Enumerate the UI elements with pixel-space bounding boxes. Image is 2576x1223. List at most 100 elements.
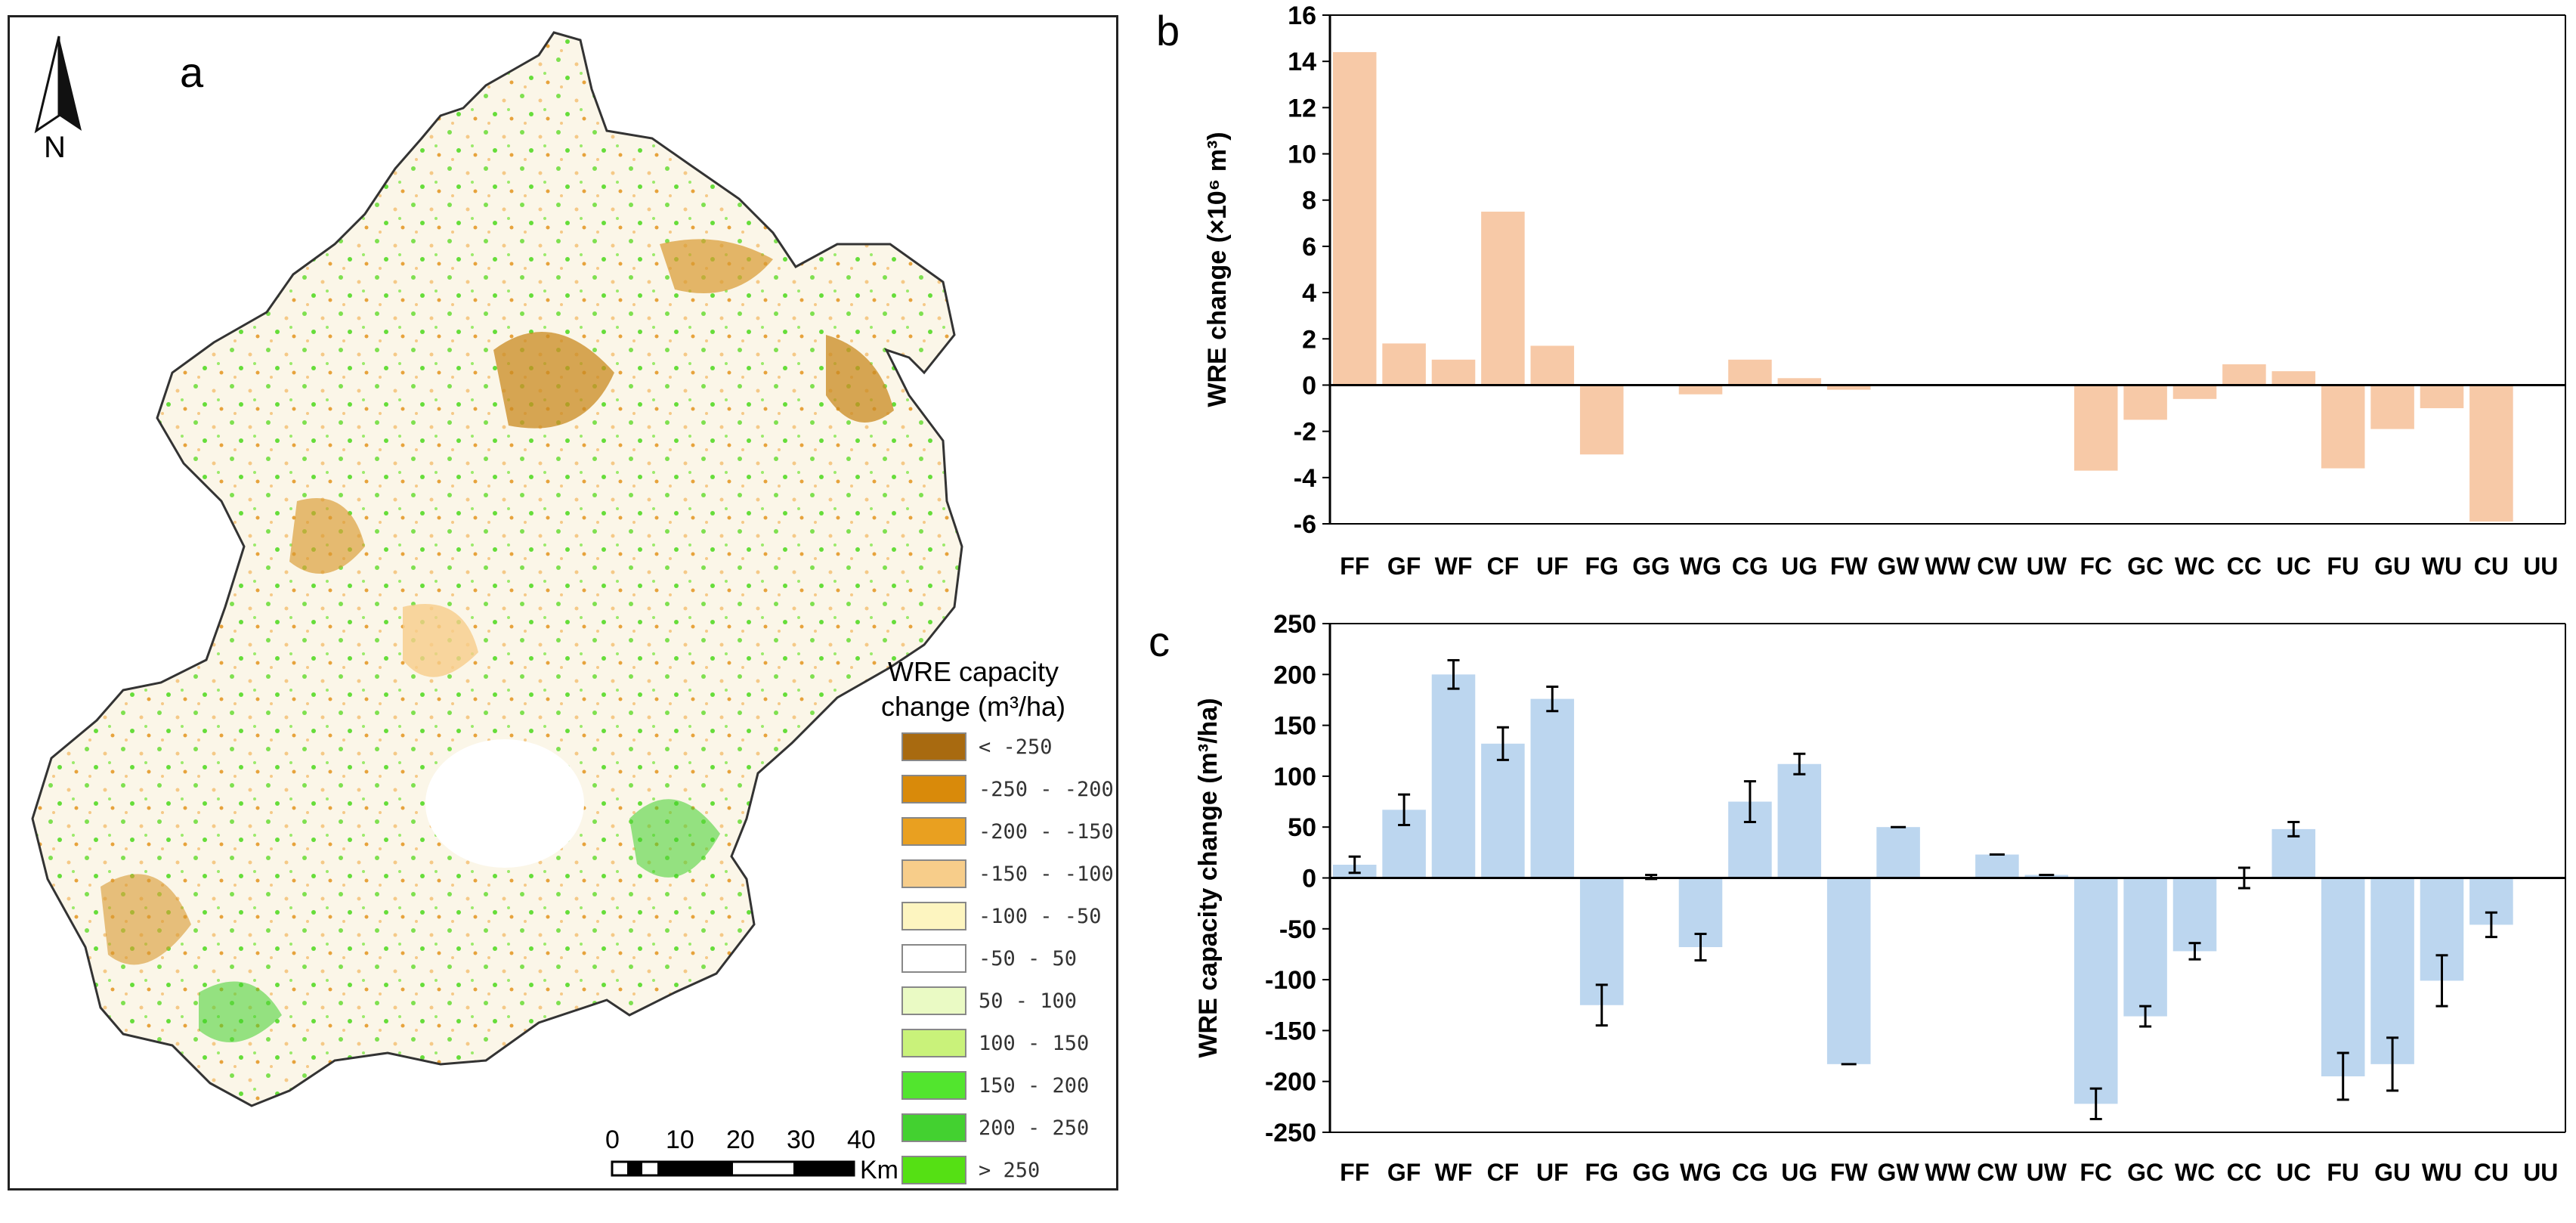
x-tick-label: WF	[1435, 553, 1473, 580]
legend-row: -100 - -50	[901, 901, 1102, 931]
x-tick-label: GW	[1878, 1159, 1920, 1186]
x-tick-label: UC	[2276, 1159, 2311, 1186]
legend-label: -250 - -200	[979, 777, 1114, 801]
bar-WC	[2172, 878, 2217, 952]
y-tick-label: 14	[1288, 48, 1316, 76]
legend-label: > 250	[979, 1158, 1041, 1182]
x-tick-label: GU	[2374, 1159, 2411, 1186]
y-tick-label: -50	[1279, 915, 1316, 944]
bar-GU	[2370, 878, 2414, 1064]
legend-label: 200 - 250	[979, 1116, 1090, 1140]
y-tick-label: -100	[1265, 966, 1316, 995]
legend-label: 50 - 100	[979, 989, 1078, 1013]
x-tick-label: CU	[2474, 1159, 2509, 1186]
map-region	[31, 31, 963, 1107]
bar-WG	[1678, 385, 1723, 395]
x-tick-label: WU	[2422, 553, 2462, 580]
y-tick-label: -150	[1265, 1017, 1316, 1045]
legend-swatch	[901, 1071, 966, 1100]
x-tick-label: WG	[1680, 553, 1721, 580]
legend-row: > 250	[901, 1155, 1040, 1185]
x-tick-label: CG	[1732, 1159, 1768, 1186]
bar-UW	[2024, 875, 2069, 878]
bar-WF	[1431, 359, 1476, 385]
legend-swatch	[901, 1113, 966, 1142]
x-tick-label: CW	[1977, 1159, 2018, 1186]
y-tick-label: 12	[1288, 94, 1316, 122]
chart-b: b -6 -4 -2 0 2 4 6 8 10 12 14 16 FF GF WF CF UF FG GG WG CG UG…	[1156, 2, 2566, 580]
bar-CF	[1481, 743, 1525, 878]
legend-row: 100 - 150	[901, 1028, 1089, 1058]
bar-UF	[1530, 698, 1575, 878]
x-tick-label: FU	[2327, 553, 2359, 580]
legend-swatch	[901, 902, 966, 930]
legend-label: 100 - 150	[979, 1031, 1090, 1055]
y-tick-label: -200	[1265, 1068, 1316, 1097]
x-tick-label: FW	[1830, 1159, 1869, 1186]
x-tick-label: UU	[2523, 1159, 2558, 1186]
bar-WF	[1431, 674, 1476, 878]
x-tick-label: WW	[1925, 1159, 1971, 1186]
y-tick-label: 0	[1302, 371, 1316, 400]
x-tick-label: CC	[2227, 553, 2262, 580]
bar-GC	[2123, 385, 2167, 420]
bar-UG	[1777, 378, 1822, 385]
bar-GU	[2370, 385, 2414, 429]
x-tick-label: GF	[1387, 553, 1421, 580]
legend-swatch	[901, 817, 966, 846]
legend-row: -200 - -150	[901, 816, 1114, 847]
legend-label: -100 - -50	[979, 904, 1102, 928]
x-tick-label: UC	[2276, 553, 2311, 580]
x-tick-label: UG	[1781, 1159, 1817, 1186]
north-arrow-icon	[34, 36, 82, 134]
bar-CW	[1975, 854, 2019, 878]
legend-title-line2: change (m³/ha)	[880, 691, 1066, 722]
y-axis-label: WRE change (×10⁶ m³)	[1203, 132, 1232, 407]
legend-row: 150 - 200	[901, 1070, 1089, 1101]
x-tick-label: GF	[1387, 1159, 1421, 1186]
legend-label: -50 - 50	[979, 946, 1078, 971]
x-tick-label: UG	[1781, 553, 1817, 580]
y-tick-label: -250	[1265, 1119, 1316, 1147]
bar-GW	[1876, 827, 1920, 878]
legend-swatch	[901, 775, 966, 803]
x-tick-label: WG	[1680, 1159, 1721, 1186]
x-tick-label: GC	[2127, 1159, 2163, 1186]
y-tick-label: 4	[1302, 279, 1316, 308]
map-panel: a N WRE capacity ch	[8, 15, 1118, 1190]
y-tick-label: 10	[1288, 141, 1316, 169]
x-tick-label: GC	[2127, 553, 2163, 580]
x-tick-label: GW	[1878, 553, 1920, 580]
bar-CF	[1481, 212, 1525, 385]
legend-label: -200 - -150	[979, 819, 1114, 844]
y-tick-label: 250	[1273, 610, 1316, 639]
x-tick-label: FF	[1340, 553, 1369, 580]
legend-title-line1: WRE capacity	[887, 656, 1059, 687]
legend-row: 50 - 100	[901, 986, 1077, 1016]
y-tick-label: 0	[1302, 865, 1316, 893]
bar-WC	[2172, 385, 2217, 399]
y-tick-label: 200	[1273, 661, 1316, 689]
x-tick-label: CC	[2227, 1159, 2262, 1186]
x-tick-label: GG	[1632, 553, 1670, 580]
x-tick-label: WF	[1435, 1159, 1473, 1186]
x-tick-label: GU	[2374, 553, 2411, 580]
y-tick-label: -2	[1294, 418, 1316, 447]
scale-unit: Km	[860, 1156, 898, 1184]
legend-swatch	[901, 1156, 966, 1184]
legend-label: 150 - 200	[979, 1073, 1090, 1098]
bar-FF	[1332, 51, 1377, 385]
scale-tick-label: 40	[847, 1125, 876, 1154]
y-tick-label: 50	[1288, 813, 1316, 842]
legend-row: -50 - 50	[901, 943, 1077, 974]
y-tick-label: 16	[1288, 2, 1316, 30]
bar-WU	[2420, 385, 2464, 409]
bar-FU	[2321, 878, 2365, 1076]
bar-CU	[2469, 385, 2513, 522]
x-tick-label: UF	[1536, 553, 1569, 580]
y-tick-label: 150	[1273, 712, 1316, 741]
x-tick-label: CF	[1487, 1159, 1520, 1186]
y-axis-label: WRE capacity change (m³/ha)	[1194, 698, 1223, 1057]
legend-label: < -250	[979, 735, 1053, 759]
x-tick-label: FG	[1585, 1159, 1618, 1186]
